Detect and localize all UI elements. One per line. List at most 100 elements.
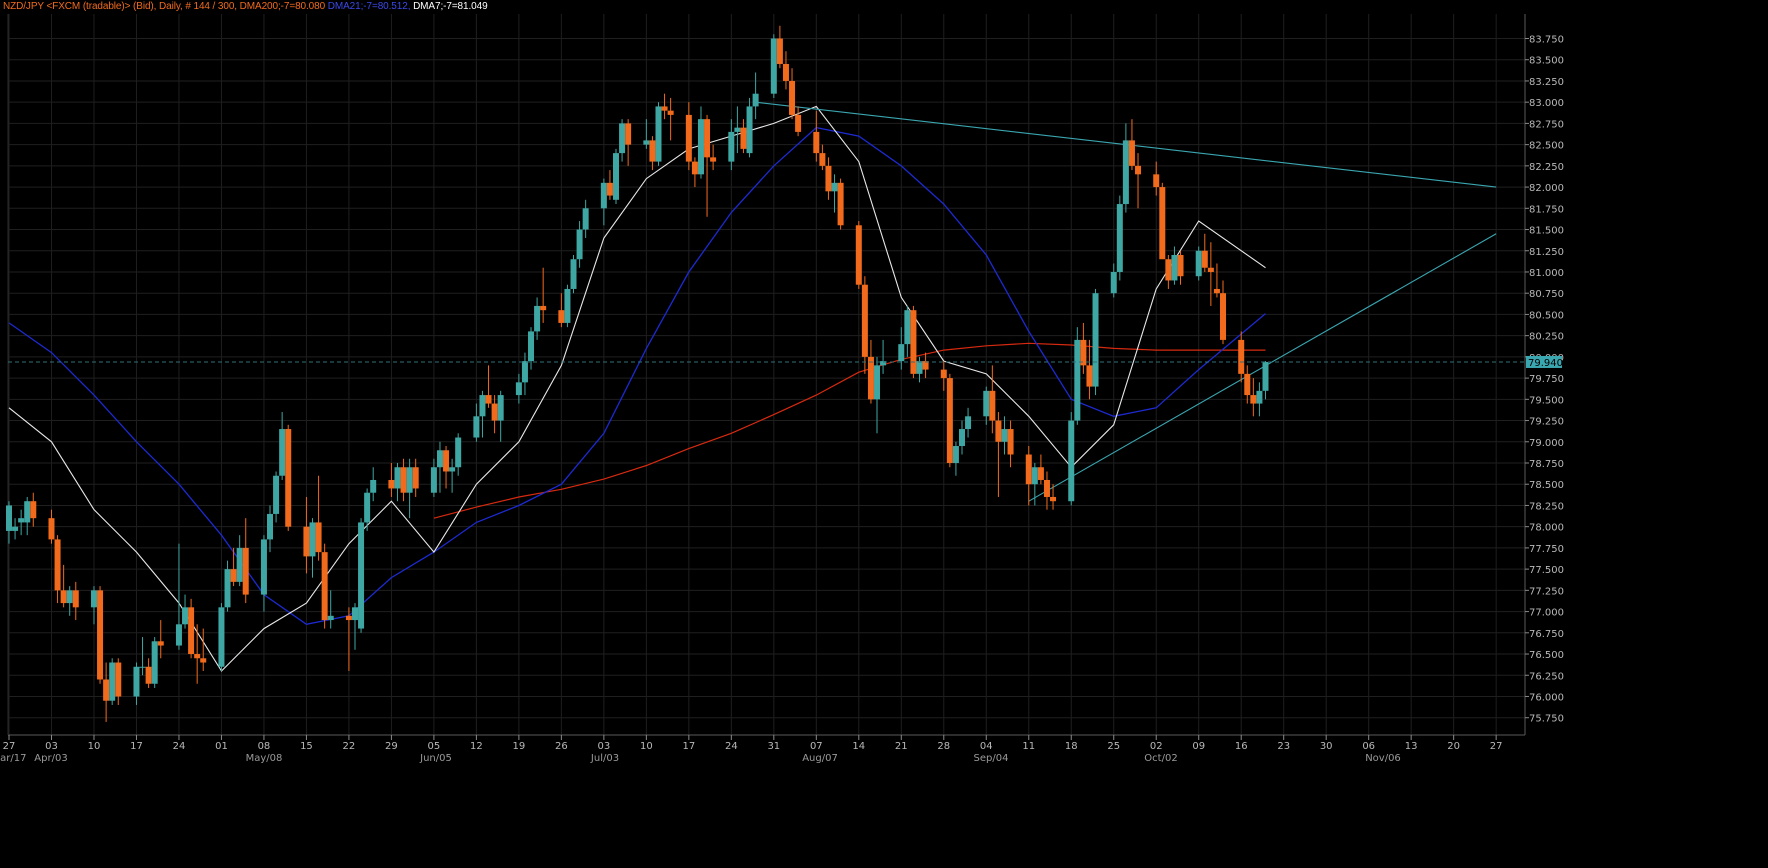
y-tick-label: 75.750 <box>1529 714 1564 725</box>
y-tick-label: 79.000 <box>1529 438 1564 449</box>
candle-body <box>1238 339 1245 374</box>
x-tick-label: 04 <box>980 741 993 752</box>
candle-body <box>60 590 67 604</box>
y-tick-label: 77.250 <box>1529 586 1564 597</box>
current-price: 79.940 <box>8 355 1563 369</box>
candle-body <box>309 522 316 557</box>
moving-averages <box>8 105 1266 672</box>
candle-body <box>279 429 286 476</box>
candle-body <box>661 106 668 111</box>
candle-body <box>236 547 243 582</box>
x-tick-label: 26 <box>555 741 568 752</box>
candle-body <box>479 395 486 417</box>
x-month-label: Aug/07 <box>802 753 838 764</box>
x-tick-label: 03 <box>597 741 610 752</box>
y-tick-label: 77.000 <box>1529 608 1564 619</box>
candle-body <box>916 361 923 374</box>
x-month-label: Sep/04 <box>974 753 1009 764</box>
x-tick-label: 29 <box>385 741 398 752</box>
candle-body <box>485 395 492 404</box>
candle-body <box>24 501 31 523</box>
y-tick-label: 82.500 <box>1529 141 1564 152</box>
candle-body <box>175 624 182 646</box>
x-tick-label: 10 <box>640 741 653 752</box>
candle-body <box>898 344 905 362</box>
candle-body <box>837 182 844 226</box>
candle-body <box>922 361 929 370</box>
candle-body <box>48 518 55 540</box>
candle-body <box>285 429 292 527</box>
candle-body <box>625 123 632 145</box>
candle-body <box>952 446 959 463</box>
y-tick-label: 80.250 <box>1529 332 1564 343</box>
candle-body <box>855 225 862 285</box>
candle-body <box>1213 288 1220 294</box>
candle-body <box>267 513 274 540</box>
candle-body <box>515 382 522 396</box>
candle-body <box>497 395 504 421</box>
candle-body <box>1171 254 1178 281</box>
candle-body <box>582 208 589 230</box>
header-dma7: DMA7;-7=81.049 <box>413 1 488 12</box>
candle-body <box>746 106 753 154</box>
candle-body <box>965 416 972 430</box>
candle-body <box>321 552 328 621</box>
candle-body <box>789 80 796 115</box>
y-tick-label: 76.250 <box>1529 671 1564 682</box>
candle-body <box>825 165 832 192</box>
candle-body <box>1207 267 1214 272</box>
header-dma21: DMA21;-7=80.512, <box>327 1 411 12</box>
x-tick-label: 17 <box>130 741 143 752</box>
x-tick-label: 20 <box>1447 741 1460 752</box>
candle-body <box>430 467 437 493</box>
candle-body <box>795 114 802 132</box>
candle-body <box>224 569 231 608</box>
y-tick-label: 78.500 <box>1529 480 1564 491</box>
current-price-tag <box>1526 355 1562 368</box>
candle-body <box>358 522 365 629</box>
candle-body <box>1001 429 1008 442</box>
x-month-label: Mar/17 <box>0 753 26 764</box>
candle-body <box>958 429 965 447</box>
candle-body <box>436 450 443 468</box>
chart-header: NZD/JPY <FXCM (tradable)> (Bid), Daily, … <box>3 1 488 12</box>
candle-body <box>728 131 735 162</box>
candle-body <box>600 182 607 209</box>
x-tick-label: 18 <box>1065 741 1078 752</box>
candle-body <box>643 140 650 145</box>
candle-body <box>327 615 334 621</box>
candle-body <box>606 182 613 196</box>
candle-body <box>1080 339 1087 366</box>
dma200-line <box>433 342 1266 519</box>
x-month-label: Oct/02 <box>1144 753 1177 764</box>
candle-body <box>946 378 953 463</box>
candles <box>6 25 1269 722</box>
x-tick-label: 23 <box>1277 741 1290 752</box>
candle-body <box>473 416 480 438</box>
candle-body <box>491 403 498 421</box>
candle-body <box>194 654 201 659</box>
x-tick-label: 09 <box>1192 741 1205 752</box>
candle-body <box>1201 250 1208 268</box>
y-tick-label: 78.250 <box>1529 501 1564 512</box>
candle-body <box>1025 454 1032 485</box>
y-tick-label: 83.500 <box>1529 56 1564 67</box>
x-tick-label: 15 <box>300 741 313 752</box>
candle-body <box>351 607 358 621</box>
candle-body <box>157 641 164 646</box>
candle-body <box>1159 187 1166 260</box>
candle-body <box>649 140 656 162</box>
candle-body <box>867 356 874 400</box>
candle-body <box>874 365 881 400</box>
candle-body <box>145 666 152 684</box>
y-tick-label: 81.250 <box>1529 247 1564 258</box>
y-tick-label: 78.000 <box>1529 523 1564 534</box>
x-tick-label: 14 <box>852 741 865 752</box>
header-symbol: NZD/JPY <FXCM (tradable)> (Bid), Daily, … <box>3 1 237 12</box>
x-tick-label: 13 <box>1405 741 1418 752</box>
plot-frame <box>7 14 1526 736</box>
candle-body <box>831 182 838 192</box>
candle-body <box>1256 390 1263 404</box>
candle-body <box>704 119 711 158</box>
